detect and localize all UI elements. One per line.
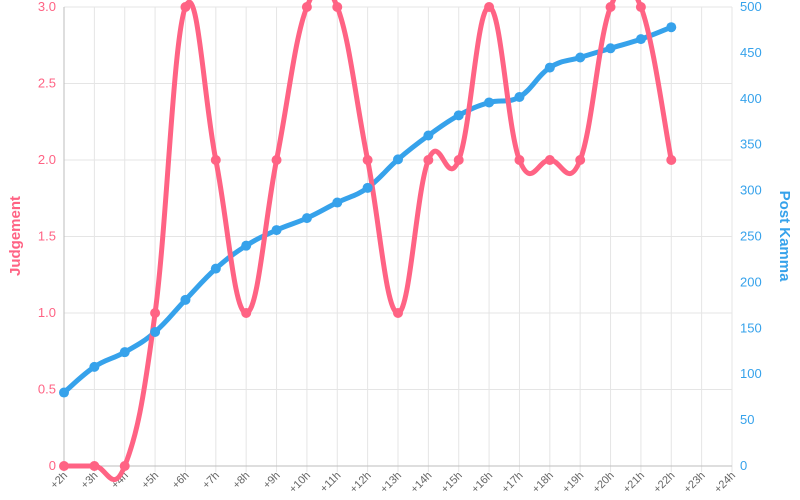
data-point-right — [89, 361, 100, 372]
right-tick-label: 500 — [740, 0, 762, 14]
data-point-left — [605, 2, 616, 12]
data-point-left — [332, 2, 343, 12]
x-tick-label: +22h — [651, 470, 677, 496]
data-point-left — [453, 155, 464, 165]
data-point-right — [514, 91, 525, 102]
x-tick-label: +17h — [500, 470, 526, 496]
x-tick-label: +7h — [200, 470, 222, 492]
series-points — [59, 2, 677, 471]
data-point-right — [180, 294, 191, 305]
data-point-right — [362, 182, 373, 193]
data-point-right — [332, 197, 343, 208]
x-tick-label: +6h — [170, 470, 192, 492]
x-tick-label: +8h — [231, 470, 253, 492]
left-tick-label: 0 — [49, 458, 56, 473]
x-tick-label: +16h — [469, 470, 495, 496]
right-tick-label: 450 — [740, 45, 762, 60]
right-axis-ticks: 0 50 100 150 200 250 300 350 400 450 500 — [740, 0, 762, 473]
data-point-left — [301, 2, 312, 12]
x-tick-label: +18h — [530, 470, 556, 496]
data-point-left — [59, 461, 69, 471]
left-tick-label: 2.5 — [38, 76, 56, 91]
left-tick-label: 1.5 — [38, 229, 56, 244]
data-point-right — [59, 387, 69, 398]
x-tick-label: +14h — [408, 470, 434, 496]
data-point-right — [635, 34, 646, 45]
data-point-right — [484, 97, 495, 108]
data-point-right — [241, 240, 252, 251]
data-point-left — [89, 461, 100, 471]
data-point-right — [210, 263, 221, 274]
right-axis-title: Post Kamma — [776, 191, 793, 283]
left-tick-label: 2.0 — [38, 152, 56, 167]
data-point-left — [575, 155, 586, 165]
data-point-right — [301, 213, 312, 224]
data-point-right — [423, 130, 434, 141]
left-tick-label: 0.5 — [38, 382, 56, 397]
data-point-left — [271, 155, 282, 165]
left-axis-ticks: 0 0.5 1.0 1.5 2.0 2.5 3.0 — [38, 0, 56, 473]
data-point-right — [119, 347, 130, 358]
x-tick-label: +21h — [621, 470, 647, 496]
x-tick-label: +15h — [439, 470, 465, 496]
right-tick-label: 150 — [740, 320, 762, 335]
right-tick-label: 300 — [740, 183, 762, 198]
left-tick-label: 1.0 — [38, 305, 56, 320]
data-point-right — [393, 154, 403, 165]
data-point-left — [514, 155, 525, 165]
data-point-right — [150, 326, 161, 337]
x-tick-label: +9h — [261, 470, 283, 492]
x-tick-label: +13h — [378, 470, 404, 496]
x-tick-label: +12h — [348, 470, 374, 496]
left-tick-label: 3.0 — [38, 0, 56, 14]
data-point-right — [575, 52, 586, 63]
x-tick-label: +3h — [79, 470, 101, 492]
data-point-right — [544, 62, 555, 73]
series-line-left — [61, 0, 674, 483]
x-tick-label: +20h — [591, 470, 617, 496]
data-point-right — [666, 22, 677, 33]
right-tick-label: 50 — [740, 412, 754, 427]
right-tick-label: 250 — [740, 229, 762, 244]
data-point-left — [666, 155, 677, 165]
data-point-left — [393, 308, 403, 318]
right-tick-label: 350 — [740, 137, 762, 152]
data-point-left — [180, 2, 191, 12]
x-tick-label: +5h — [140, 470, 162, 492]
data-point-right — [605, 43, 616, 54]
right-tick-label: 0 — [740, 458, 747, 473]
data-point-left — [241, 308, 252, 318]
data-point-left — [362, 155, 373, 165]
data-point-left — [544, 155, 555, 165]
data-point-right — [271, 225, 282, 236]
data-point-right — [453, 110, 464, 121]
data-point-left — [119, 461, 130, 471]
x-tick-label: +24h — [712, 470, 738, 496]
left-axis-title: Judgement — [7, 196, 24, 276]
x-tick-label: +10h — [287, 470, 313, 496]
right-tick-label: 200 — [740, 274, 762, 289]
data-point-left — [423, 155, 434, 165]
x-tick-label: +19h — [560, 470, 586, 496]
data-point-left — [484, 2, 495, 12]
right-tick-label: 100 — [740, 366, 762, 381]
x-axis-ticks: +2h +3h +4h +5h +6h +7h +8h +9h +10h +11h +12h +13h… — [48, 470, 738, 496]
data-point-left — [635, 2, 646, 12]
data-point-left — [150, 308, 161, 318]
data-point-left — [210, 155, 221, 165]
x-tick-label: +23h — [682, 470, 708, 496]
x-tick-label: +11h — [318, 470, 343, 495]
right-tick-label: 400 — [740, 91, 762, 106]
